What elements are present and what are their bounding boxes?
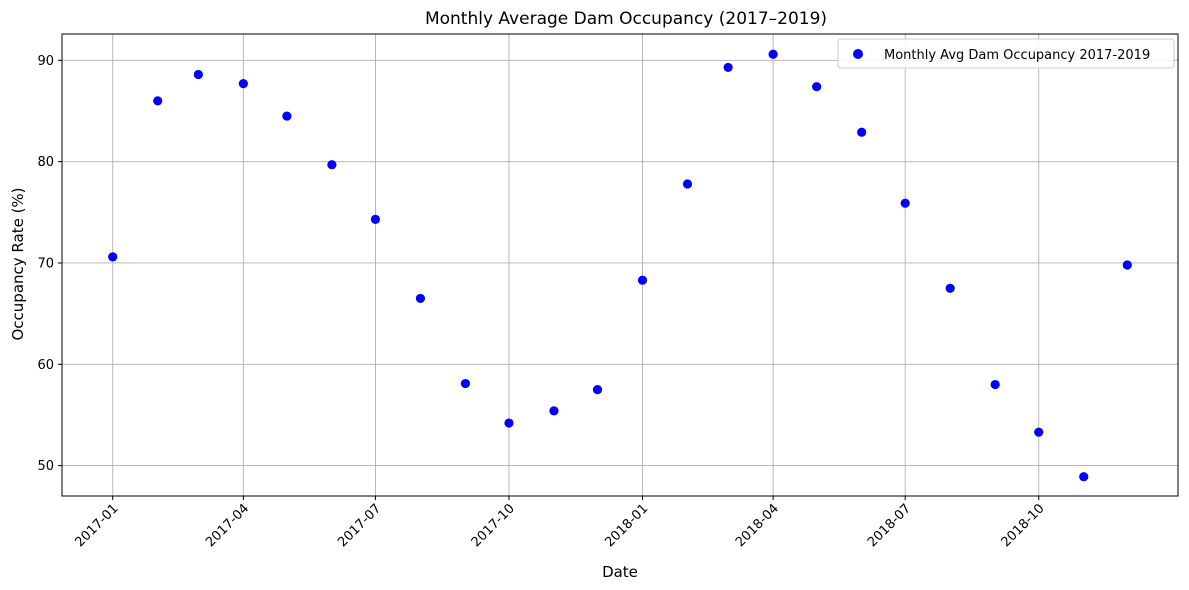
y-tick-label: 60 <box>37 358 54 373</box>
data-point <box>415 293 426 304</box>
y-tick-label: 90 <box>37 54 54 69</box>
data-point <box>945 283 955 293</box>
plot-frame <box>61 33 1179 497</box>
data-point <box>370 214 381 225</box>
data-point <box>504 418 514 428</box>
x-tick-label: 2017-04 <box>203 501 252 550</box>
data-point <box>108 252 118 262</box>
data-point <box>327 160 337 170</box>
x-tick-label: 2017-07 <box>335 501 384 550</box>
y-tick-label: 70 <box>37 256 54 271</box>
data-point <box>682 179 693 189</box>
data-point <box>238 79 248 89</box>
data-point <box>1034 427 1044 437</box>
data-point <box>768 49 778 59</box>
legend-marker <box>853 49 863 59</box>
y-axis-label: Occupancy Rate (%) <box>9 187 27 340</box>
data-point <box>723 62 733 73</box>
data-point <box>592 385 603 395</box>
chart-title: Monthly Average Dam Occupancy (2017–2019… <box>425 9 827 29</box>
data-point <box>549 406 559 416</box>
data-point <box>637 275 648 285</box>
x-tick-label: 2018-04 <box>733 501 782 550</box>
data-point <box>460 378 471 389</box>
legend-label: Monthly Avg Dam Occupancy 2017-2019 <box>884 48 1150 63</box>
axes: 50 60 70 80 90 2017-01 2017-04 2017-07 2017-10 20… <box>37 33 1179 550</box>
data-points <box>108 49 1132 482</box>
data-point <box>990 379 1000 390</box>
data-point <box>1122 260 1132 270</box>
y-tick-label: 80 <box>37 155 54 170</box>
data-point <box>857 127 867 137</box>
data-point <box>1079 472 1089 482</box>
data-point <box>282 111 292 121</box>
legend-box <box>837 38 1175 69</box>
x-tick-label: 2017-10 <box>469 501 518 550</box>
data-point <box>193 69 203 80</box>
grid <box>62 34 1178 496</box>
data-point <box>812 82 822 92</box>
x-tick-label: 2018-07 <box>865 501 914 550</box>
x-tick-label: 2017-01 <box>73 501 122 550</box>
data-point <box>900 198 910 208</box>
legend: Monthly Avg Dam Occupancy 2017-2019 <box>837 38 1175 69</box>
x-tick-label: 2018-10 <box>999 501 1048 550</box>
x-tick-label: 2018-01 <box>602 501 651 550</box>
y-tick-label: 50 <box>37 459 54 474</box>
x-axis-label: Date <box>602 563 638 581</box>
data-point <box>153 96 163 106</box>
